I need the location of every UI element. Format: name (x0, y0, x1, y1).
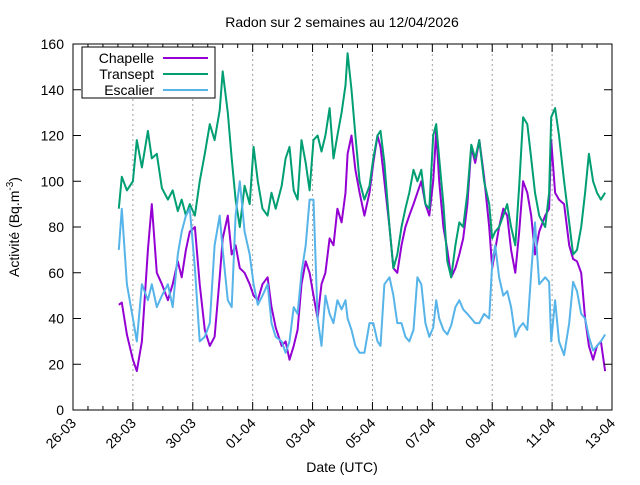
y-axis-label-sup: -3 (5, 181, 16, 190)
y-tick-label: 160 (41, 36, 65, 52)
chart-title: Radon sur 2 semaines au 12/04/2026 (225, 14, 459, 30)
legend-label-escalier: Escalier (104, 82, 154, 98)
x-tick-label: 07-04 (402, 415, 439, 452)
y-tick-label: 140 (41, 82, 65, 98)
series-line-escalier (117, 180, 606, 357)
y-tick-label: 20 (48, 356, 64, 372)
y-tick-label: 40 (48, 311, 64, 327)
y-axis-label: Activité (Bq.m-3) (5, 177, 22, 277)
x-tick-label: 11-04 (522, 415, 558, 451)
y-tick-label: 100 (41, 173, 65, 189)
y-tick-label: 60 (48, 265, 64, 281)
x-axis-label: Date (UTC) (306, 459, 378, 475)
x-tick-label: 13-04 (581, 415, 618, 452)
x-tick-label: 09-04 (462, 415, 499, 452)
series-lines (117, 52, 607, 373)
x-tick-label: 01-04 (222, 415, 259, 452)
legend-label-transept: Transept (99, 66, 154, 82)
y-tick-label: 120 (41, 128, 65, 144)
x-tick-label: 05-04 (342, 415, 379, 452)
x-tick-label: 30-03 (162, 415, 199, 452)
y-axis-label-end: ) (6, 177, 22, 182)
series-line-transept (117, 52, 606, 279)
grid-lines (132, 44, 553, 410)
x-tick-label: 03-04 (282, 415, 319, 452)
legend-label-chapelle: Chapelle (99, 50, 154, 66)
x-tick-label: 26-03 (42, 415, 79, 452)
x-tick-label: 28-03 (102, 415, 139, 452)
axes: 26-03 28-03 30-03 01-04 03-04 05-04 07-04 09-04… (41, 36, 619, 451)
y-tick-label: 0 (56, 402, 64, 418)
y-axis-label-main: Activité (Bq.m (6, 191, 22, 277)
y-tick-label: 80 (48, 219, 64, 235)
